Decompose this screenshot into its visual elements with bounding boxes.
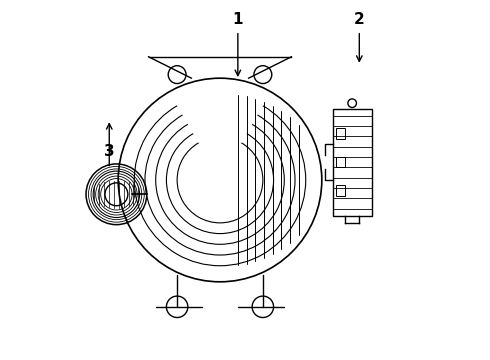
- FancyBboxPatch shape: [336, 185, 345, 196]
- Text: 1: 1: [233, 12, 243, 27]
- FancyBboxPatch shape: [336, 157, 345, 167]
- Text: 2: 2: [354, 12, 365, 27]
- FancyBboxPatch shape: [336, 128, 345, 139]
- Text: 3: 3: [104, 144, 115, 159]
